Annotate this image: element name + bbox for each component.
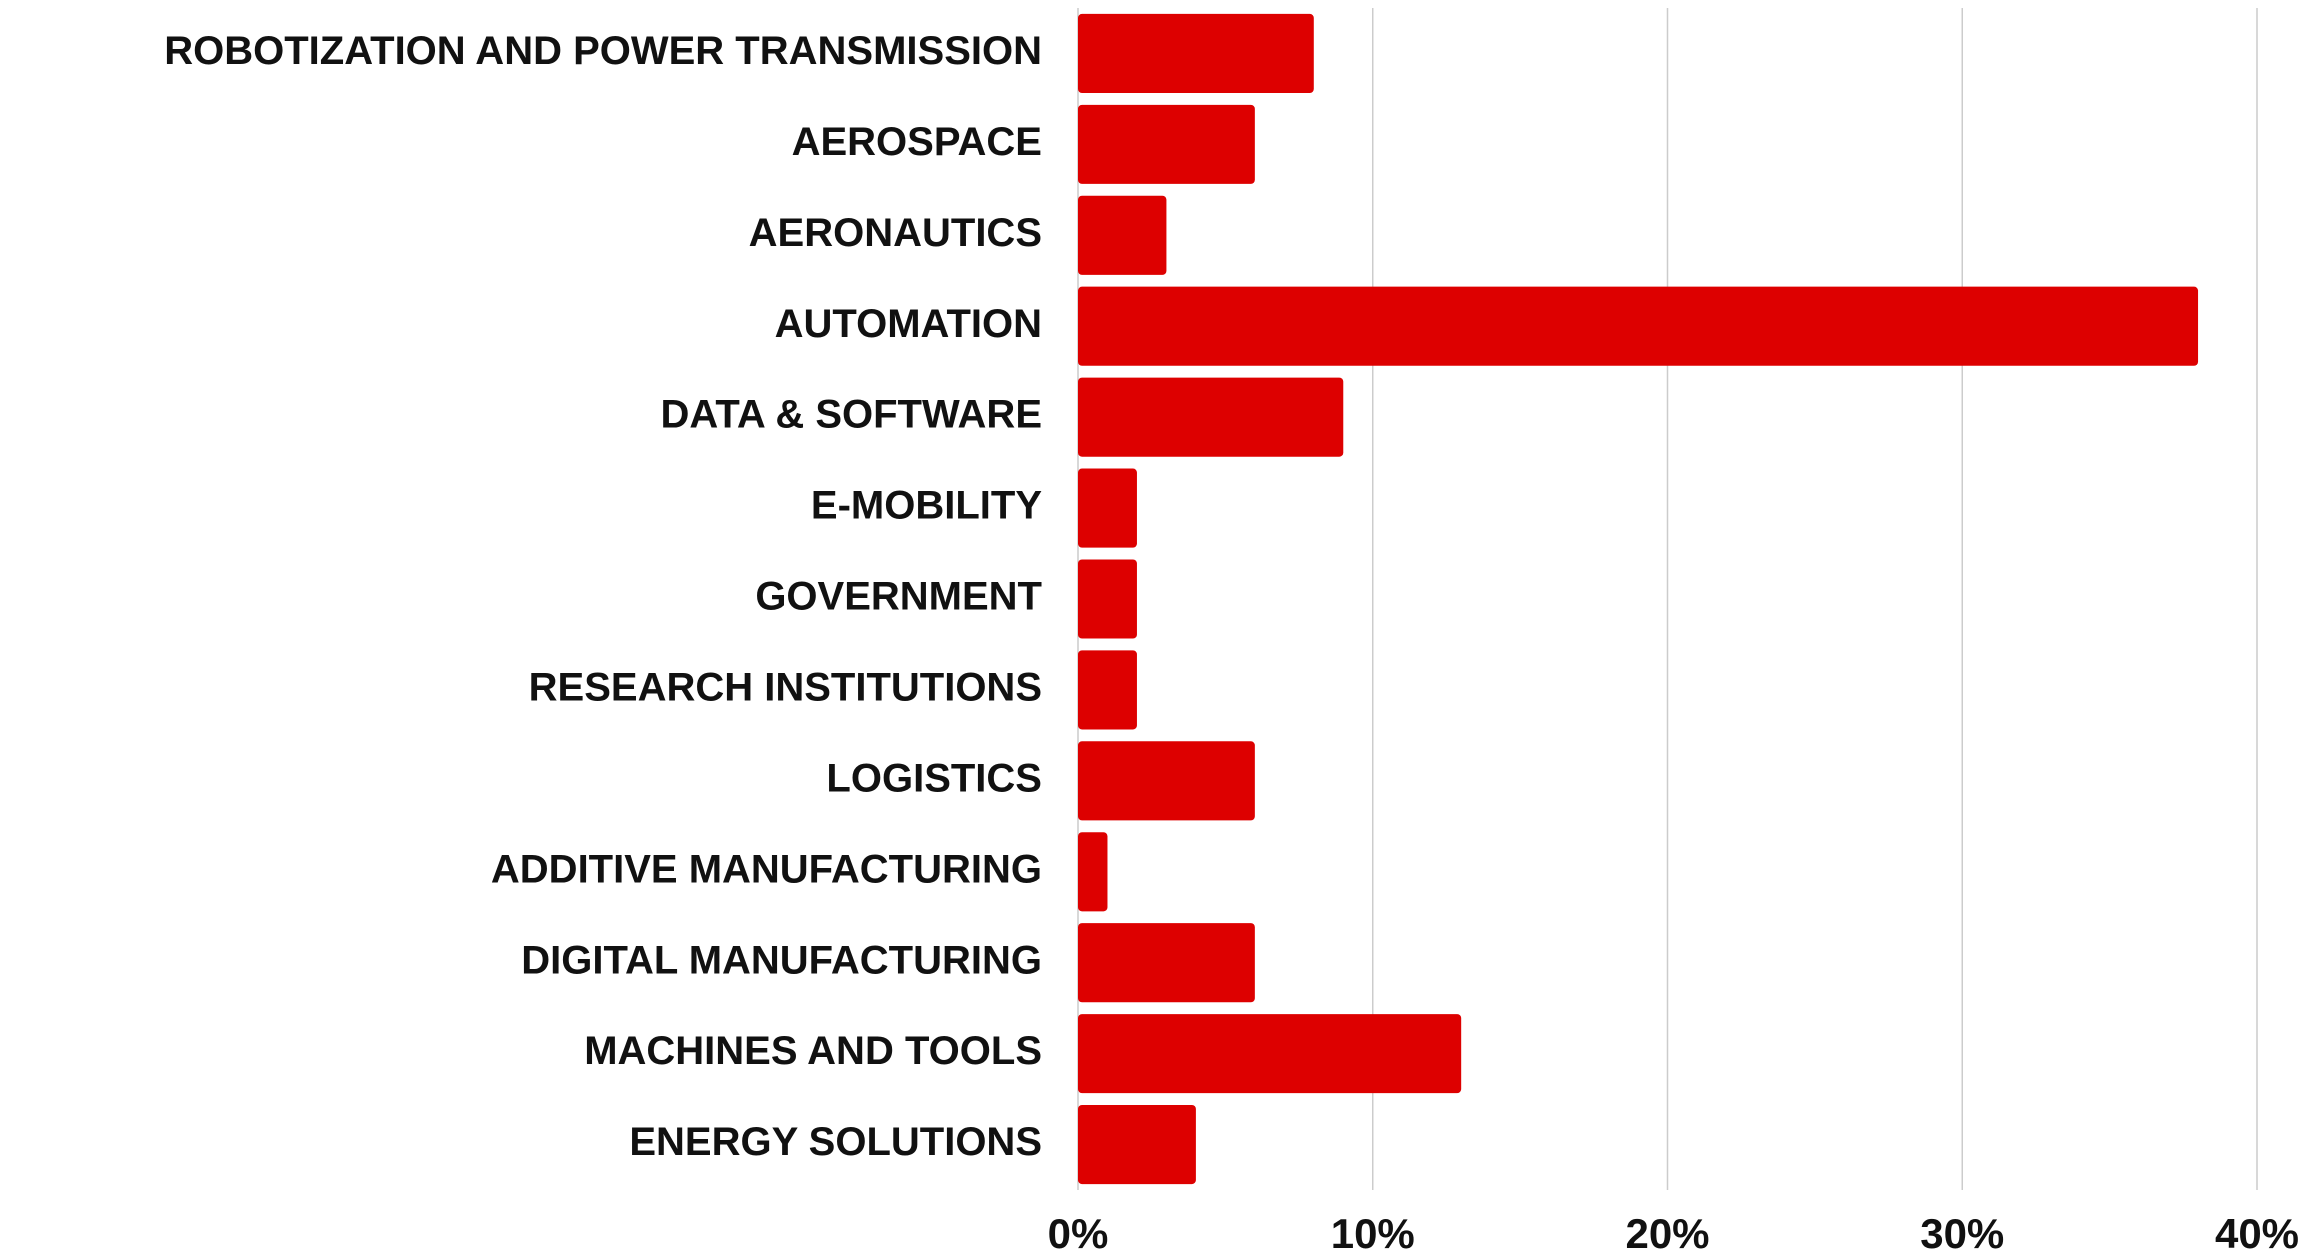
- y-tick-label: DIGITAL MANUFACTURING: [521, 938, 1042, 982]
- bar: [1078, 832, 1108, 912]
- y-tick-label: LOGISTICS: [826, 756, 1042, 800]
- x-tick-label: 30%: [1920, 1210, 2004, 1257]
- bar: [1078, 650, 1137, 730]
- bar: [1078, 195, 1167, 275]
- y-tick-label: AERONAUTICS: [749, 211, 1042, 255]
- bar: [1078, 1104, 1196, 1185]
- bar: [1078, 377, 1344, 457]
- x-tick-label: 0%: [1048, 1210, 1109, 1257]
- y-tick-label: MACHINES AND TOOLS: [584, 1029, 1042, 1073]
- x-tick-label: 40%: [2215, 1210, 2299, 1257]
- bar: [1078, 286, 2199, 366]
- bar: [1078, 741, 1255, 821]
- y-tick-label: GOVERNMENT: [755, 575, 1042, 619]
- x-tick-label: 20%: [1625, 1210, 1709, 1257]
- y-tick-label: RESEARCH INSTITUTIONS: [529, 665, 1042, 709]
- y-tick-label: E-MOBILITY: [811, 484, 1042, 528]
- bar: [1078, 559, 1137, 639]
- bar: [1078, 923, 1255, 1003]
- bar: [1078, 1014, 1462, 1094]
- y-tick-label: AEROSPACE: [792, 120, 1042, 164]
- y-tick-label: ENERGY SOLUTIONS: [629, 1120, 1042, 1164]
- bar: [1078, 13, 1314, 94]
- y-tick-label: ROBOTIZATION AND POWER TRANSMISSION: [164, 29, 1042, 73]
- bar: [1078, 104, 1255, 184]
- bar: [1078, 468, 1137, 548]
- y-tick-label: AUTOMATION: [775, 302, 1042, 346]
- y-tick-label: DATA & SOFTWARE: [661, 393, 1042, 437]
- y-tick-label: ADDITIVE MANUFACTURING: [491, 847, 1042, 891]
- x-tick-label: 10%: [1331, 1210, 1415, 1257]
